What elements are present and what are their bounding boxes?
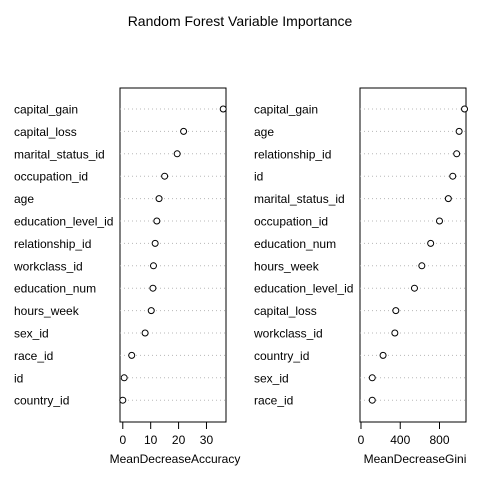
- data-point: [219, 105, 227, 113]
- category-label: hours_week: [254, 259, 320, 273]
- data-point: [427, 239, 435, 247]
- data-point: [120, 374, 128, 382]
- data-point: [368, 374, 376, 382]
- x-tick-label: 10: [144, 433, 158, 447]
- category-label: sex_id: [254, 371, 289, 385]
- data-point: [391, 329, 399, 337]
- data-point: [141, 329, 149, 337]
- data-point: [149, 284, 157, 292]
- data-point: [449, 172, 457, 180]
- x-tick-label: 400: [390, 433, 410, 447]
- category-label: age: [14, 192, 34, 206]
- data-point: [119, 396, 127, 404]
- data-point: [418, 262, 426, 270]
- category-label: marital_status_id: [14, 147, 105, 161]
- data-point: [149, 262, 157, 270]
- category-label: id: [254, 170, 263, 184]
- category-label: relationship_id: [254, 147, 331, 161]
- data-point: [379, 351, 387, 359]
- data-point: [455, 127, 463, 135]
- x-tick-label: 800: [429, 433, 449, 447]
- plot-frame: [119, 87, 227, 423]
- category-label: workclass_id: [253, 327, 323, 341]
- category-label: marital_status_id: [254, 192, 345, 206]
- category-label: hours_week: [14, 304, 80, 318]
- chart-title: Random Forest Variable Importance: [128, 13, 353, 29]
- category-label: education_num: [14, 282, 96, 296]
- data-point: [147, 307, 155, 315]
- category-label: age: [254, 125, 274, 139]
- x-tick-label: 0: [358, 433, 365, 447]
- data-point: [161, 172, 169, 180]
- data-point: [153, 217, 161, 225]
- category-label: race_id: [14, 349, 53, 363]
- x-tick-label: 20: [172, 433, 186, 447]
- x-axis-title: MeanDecreaseAccuracy: [110, 452, 241, 466]
- plot-frame: [359, 87, 467, 423]
- data-point: [155, 195, 163, 203]
- data-point: [392, 307, 400, 315]
- data-point: [444, 195, 452, 203]
- category-label: country_id: [254, 349, 309, 363]
- x-axis-title: MeanDecreaseGini: [364, 452, 467, 466]
- data-point: [173, 150, 181, 158]
- category-label: capital_loss: [14, 125, 77, 139]
- category-label: race_id: [254, 394, 293, 408]
- data-point: [453, 150, 461, 158]
- category-label: capital_gain: [14, 103, 78, 117]
- data-point: [128, 351, 136, 359]
- category-label: id: [14, 371, 23, 385]
- x-tick-label: 0: [119, 433, 126, 447]
- category-label: education_level_id: [14, 215, 113, 229]
- category-label: education_level_id: [254, 282, 353, 296]
- data-point: [410, 284, 418, 292]
- data-point: [368, 396, 376, 404]
- data-point: [180, 127, 188, 135]
- data-point: [461, 105, 469, 113]
- category-label: workclass_id: [13, 259, 83, 273]
- category-label: education_num: [254, 237, 336, 251]
- x-tick-label: 30: [200, 433, 214, 447]
- category-label: relationship_id: [14, 237, 91, 251]
- category-label: capital_loss: [254, 304, 317, 318]
- category-label: occupation_id: [254, 215, 328, 229]
- data-point: [151, 239, 159, 247]
- category-label: country_id: [14, 394, 69, 408]
- category-label: occupation_id: [14, 170, 88, 184]
- data-point: [436, 217, 443, 225]
- category-label: capital_gain: [254, 103, 318, 117]
- category-label: sex_id: [14, 327, 49, 341]
